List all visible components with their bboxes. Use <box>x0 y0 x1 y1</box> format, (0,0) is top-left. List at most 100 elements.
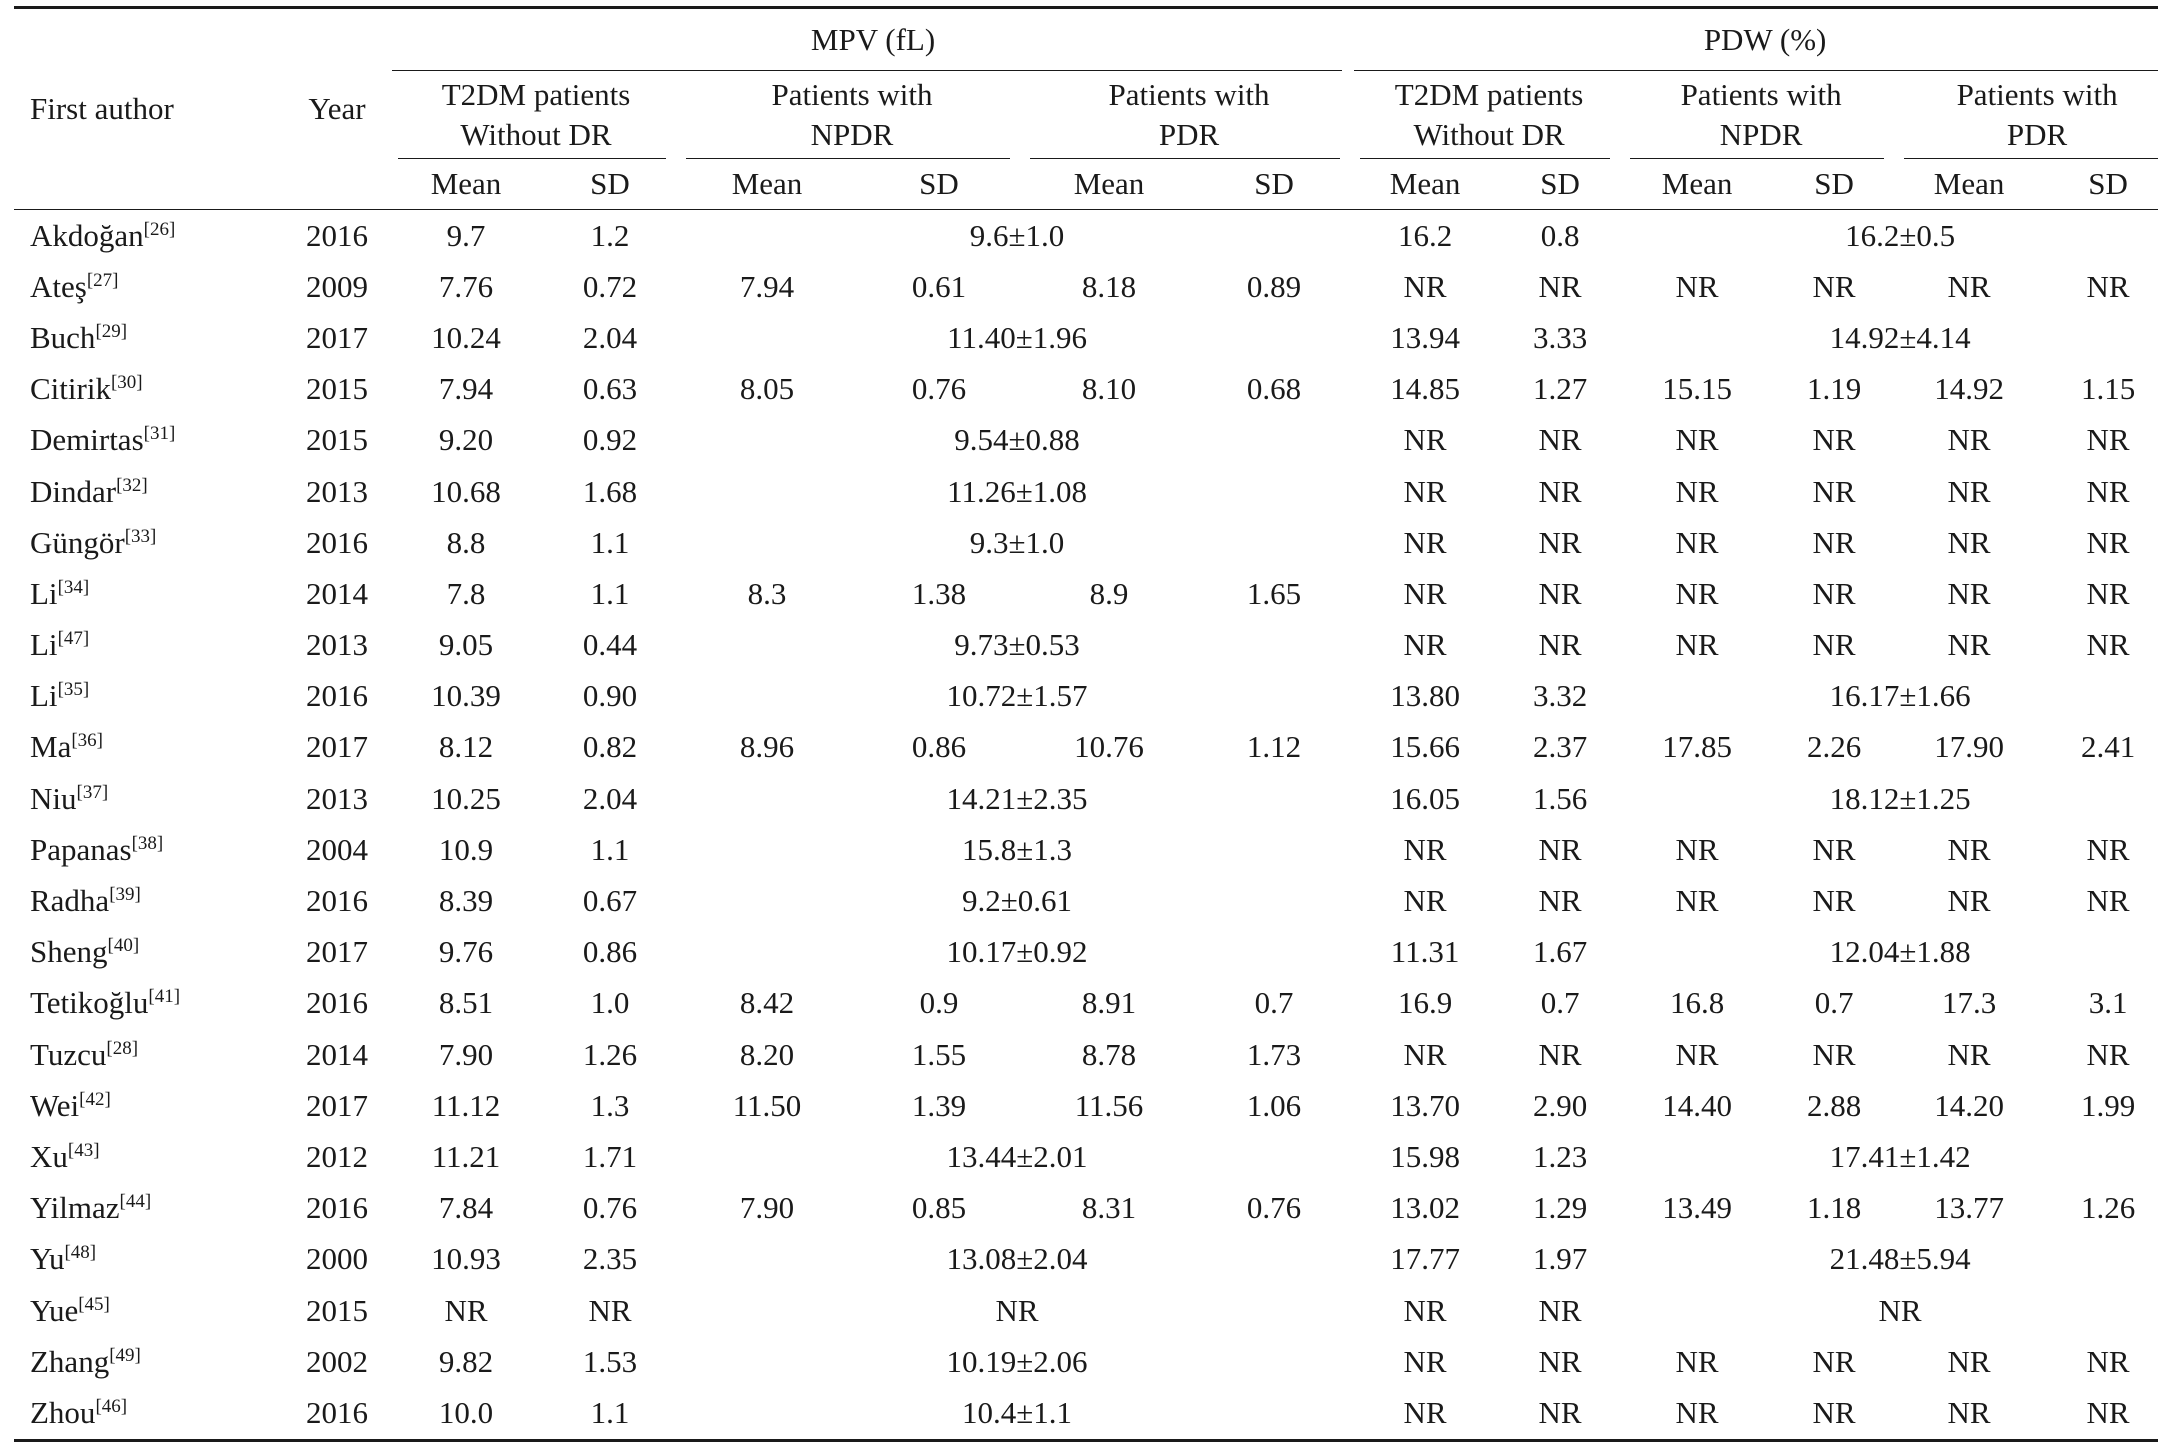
author-name: Li <box>30 575 58 611</box>
cell-pdw-pdr-sd: NR <box>2086 1343 2130 1379</box>
table-row: Yu[48] 2000 10.93 2.35 13.08±2.04 17.77 1.97 21… <box>14 1234 2158 1285</box>
cell-pdw-pdr-mean: NR <box>1947 422 1991 458</box>
cell-mpv-npdr-mean: 8.05 <box>739 371 795 407</box>
cell-mpv-dr-combined: 9.73±0.53 <box>954 627 1080 663</box>
cell-mpv-dr-combined: 9.3±1.0 <box>969 524 1065 560</box>
cell-author: Xu[43] <box>14 1131 282 1182</box>
reference-number: [26] <box>143 218 176 240</box>
cell-pdw-pdr-mean: NR <box>1947 1036 1991 1072</box>
cell-mpv-pdr-mean: 10.76 <box>1074 729 1144 765</box>
cell-pdw-npdr-sd: 0.7 <box>1814 985 1854 1021</box>
cell-year: 2016 <box>306 217 368 253</box>
cell-pdw-without-dr-sd: NR <box>1496 1387 1625 1442</box>
cell-mpv-without-dr-sd: 0.76 <box>582 1190 638 1226</box>
cell-pdw-without-dr-mean: NR <box>1403 1036 1447 1072</box>
reference-number: [40] <box>107 935 140 957</box>
cell-mpv-npdr-sd: 0.9 <box>919 985 959 1021</box>
cell-pdw-dr-combined: 16.17±1.66 <box>1829 678 1971 714</box>
cell-mpv-without-dr-sd: 1.26 <box>582 1036 638 1072</box>
table-row: Papanas[38] 2004 10.9 1.1 15.8±1.3 NR NR NR NR NR… <box>14 824 2158 875</box>
cell-mpv-without-dr-sd: 1.71 <box>582 1138 638 1174</box>
cell-pdw-without-dr-sd: 1.29 <box>1532 1190 1588 1226</box>
reference-number: [42] <box>79 1088 111 1110</box>
header-first-author: First author <box>14 6 282 210</box>
cell-mpv-without-dr-mean: 7.8 <box>446 575 486 611</box>
cell-year: 2015 <box>306 1292 368 1328</box>
header-group-line2: Without DR <box>460 117 612 152</box>
cell-mpv-without-dr-mean: 7.76 <box>438 268 494 304</box>
cell-author: Yilmaz[44] <box>14 1183 282 1234</box>
cell-mpv-dr-combined: 11.40±1.96 <box>947 319 1087 355</box>
header-group: Patients with PDR <box>1898 71 2158 159</box>
cell-pdw-npdr-sd: NR <box>1812 473 1856 509</box>
cell-year: 2002 <box>306 1343 368 1379</box>
reference-number: [38] <box>131 832 164 854</box>
cell-pdw-pdr-sd: NR <box>2086 422 2130 458</box>
reference-number: [44] <box>119 1191 152 1213</box>
author-name: Sheng <box>30 934 108 970</box>
cell-pdw-npdr-sd: NR <box>1812 831 1856 867</box>
reference-number: [34] <box>57 576 90 598</box>
cell-year: 2016 <box>306 883 368 919</box>
cell-mpv-npdr-mean: 8.20 <box>739 1036 795 1072</box>
author-name: Dindar <box>30 473 117 509</box>
cell-pdw-npdr-mean: NR <box>1675 268 1719 304</box>
data-table: First author Year MPV (fL) PDW (%) T2DM … <box>14 6 2158 1442</box>
cell-pdw-dr-combined: 17.41±1.42 <box>1829 1138 1971 1174</box>
table-row: Li[34] 2014 7.8 1.1 8.3 1.38 8.9 1.65 NR NR NR NR NR… <box>14 568 2158 619</box>
cell-mpv-dr-combined: 10.19±2.06 <box>946 1343 1088 1379</box>
cell-mpv-dr-combined: NR <box>995 1292 1039 1328</box>
header-group-line2: Without DR <box>1413 117 1565 152</box>
cell-mpv-without-dr-mean: 8.12 <box>438 729 494 765</box>
cell-pdw-without-dr-sd: 1.56 <box>1532 780 1588 816</box>
reference-number: [29] <box>95 320 128 342</box>
cell-pdw-npdr-mean: NR <box>1675 831 1719 867</box>
cell-mpv-without-dr-mean: 10.9 <box>438 831 494 867</box>
cell-pdw-without-dr-sd: NR <box>1538 831 1582 867</box>
cell-author: Li[35] <box>14 671 282 722</box>
cell-pdw-without-dr-mean: 16.05 <box>1390 780 1460 816</box>
cell-mpv-dr-combined: 9.2±0.61 <box>962 883 1073 919</box>
cell-mpv-dr-combined: 9.6±1.0 <box>969 217 1065 253</box>
cell-mpv-npdr-mean: 11.50 <box>732 1087 802 1123</box>
cell-pdw-pdr-mean: NR <box>1947 883 1991 919</box>
cell-pdw-npdr-mean: NR <box>1675 883 1719 919</box>
cell-mpv-pdr-mean: 11.56 <box>1074 1087 1144 1123</box>
cell-pdw-pdr-sd: NR <box>2086 575 2130 611</box>
cell-mpv-pdr-mean: 8.9 <box>1089 575 1129 611</box>
cell-mpv-without-dr-mean: 8.8 <box>446 524 486 560</box>
reference-number: [46] <box>95 1395 128 1417</box>
cell-year: 2004 <box>306 831 368 867</box>
cell-pdw-without-dr-sd: 2.90 <box>1532 1087 1588 1123</box>
cell-author: Tuzcu[28] <box>14 1029 282 1080</box>
cell-pdw-pdr-mean: NR <box>1947 268 1991 304</box>
cell-pdw-pdr-mean: 13.77 <box>1934 1190 2004 1226</box>
cell-mpv-without-dr-sd: 1.2 <box>590 217 630 253</box>
cell-mpv-npdr-mean: 8.96 <box>739 729 795 765</box>
author-name: Ateş <box>30 268 87 304</box>
cell-mpv-without-dr-mean: 8.39 <box>438 883 494 919</box>
cell-pdw-without-dr-sd: 1.23 <box>1532 1138 1588 1174</box>
cell-mpv-without-dr-sd: NR <box>588 1292 632 1328</box>
header-group-line2: NPDR <box>1719 117 1803 152</box>
data-table-container: First author Year MPV (fL) PDW (%) T2DM … <box>14 6 2158 1442</box>
cell-year: 2015 <box>306 422 368 458</box>
cell-pdw-dr-combined: 16.2±0.5 <box>1845 217 1956 253</box>
author-name: Wei <box>30 1087 80 1123</box>
cell-author: Papanas[38] <box>14 824 282 875</box>
cell-year: 2017 <box>306 319 368 355</box>
cell-mpv-pdr-sd: 1.06 <box>1246 1087 1302 1123</box>
cell-pdw-without-dr-mean: 15.98 <box>1390 1138 1460 1174</box>
cell-pdw-pdr-sd: NR <box>2086 473 2130 509</box>
cell-mpv-without-dr-sd: 1.1 <box>540 1387 680 1442</box>
cell-pdw-pdr-sd: 2.41 <box>2080 729 2136 765</box>
cell-pdw-without-dr-sd: 1.27 <box>1532 371 1588 407</box>
cell-pdw-npdr-sd: NR <box>1812 422 1856 458</box>
cell-author: Ma[36] <box>14 722 282 773</box>
cell-pdw-npdr-sd: 2.26 <box>1806 729 1862 765</box>
cell-pdw-without-dr-mean: 16.2 <box>1397 217 1453 253</box>
author-name: Zhou <box>30 1394 96 1430</box>
header-mean: Mean <box>1624 159 1771 210</box>
cell-pdw-without-dr-sd: 3.33 <box>1532 319 1588 355</box>
reference-number: [47] <box>57 628 90 650</box>
